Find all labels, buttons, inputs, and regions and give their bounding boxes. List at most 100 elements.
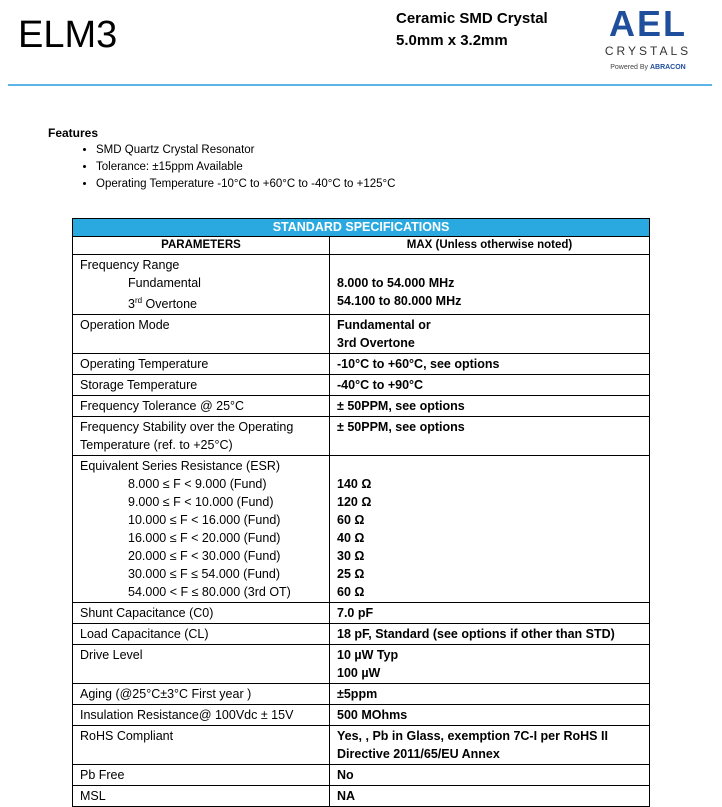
parameter-cell: Storage Temperature xyxy=(72,374,330,397)
value-cell: Fundamental or 3rd Overtone xyxy=(329,314,650,355)
header-divider xyxy=(8,84,712,86)
parameter-text: Pb Free xyxy=(80,768,125,783)
feature-item: Tolerance: ±15ppm Available xyxy=(96,159,395,176)
parameter-text: RoHS Compliant xyxy=(80,729,174,744)
value-text: -40°C to +90°C xyxy=(337,378,424,393)
value-text: 8.000 to 54.000 MHz xyxy=(337,276,455,290)
parameter-text: Equivalent Series Resistance (ESR) xyxy=(80,459,281,474)
parameter-cell: Load Capacitance (CL) xyxy=(72,623,330,646)
parameter-text: Insulation Resistance@ 100Vdc ± 15V xyxy=(80,708,294,723)
parameter-text: Fundamental xyxy=(128,276,201,290)
parameter-text: 16.000 ≤ F < 20.000 (Fund) xyxy=(128,531,281,546)
value-cell: 8.000 to 54.000 MHz 54.100 to 80.000 MHz xyxy=(329,253,650,316)
value-cell: 18 pF, Standard (see options if other th… xyxy=(329,623,650,646)
parameter-cell: Equivalent Series Resistance (ESR) 8.000 … xyxy=(72,455,330,604)
value-text xyxy=(337,457,642,475)
features-section: Features SMD Quartz Crystal ResonatorTol… xyxy=(48,126,395,193)
parameter-text: Operating Temperature xyxy=(80,357,209,372)
parameter-text: Shunt Capacitance (C0) xyxy=(80,606,214,621)
parameter-text: 9.000 ≤ F < 10.000 (Fund) xyxy=(128,495,274,510)
col-max: MAX (Unless otherwise noted) xyxy=(329,236,650,255)
table-row: Pb Free No xyxy=(72,764,650,787)
value-text: 60 Ω xyxy=(337,585,365,600)
parameter-cell: Frequency Stability over the Operating Te… xyxy=(72,416,330,457)
value-text: NA xyxy=(337,789,356,804)
parameter-text: 54.000 < F ≤ 80.000 (3rd OT) xyxy=(128,585,291,600)
parameter-cell: Shunt Capacitance (C0) xyxy=(72,602,330,625)
logo-powered: Powered By ABRACON xyxy=(588,64,708,71)
parameter-text: Aging (@25°C±3°C First year ) xyxy=(80,687,252,702)
value-cell: ±5ppm xyxy=(329,683,650,706)
value-cell: -40°C to +90°C xyxy=(329,374,650,397)
value-text: ± 50PPM, see options xyxy=(337,399,465,414)
value-text: 500 MOhms xyxy=(337,708,408,723)
parameter-text: 10.000 ≤ F < 16.000 (Fund) xyxy=(128,513,281,528)
value-text xyxy=(337,256,642,274)
feature-item: Operating Temperature -10°C to +60°C to … xyxy=(96,176,395,193)
table-row: Frequency Range Fundamental 3rd Overtone 8… xyxy=(72,253,650,316)
logo-sub: CRYSTALS xyxy=(604,44,692,58)
value-text: 10 µW Typ xyxy=(337,648,399,663)
parameter-cell: Drive Level xyxy=(72,644,330,685)
value-text: -10°C to +60°C, see options xyxy=(337,357,500,372)
value-text: ± 50PPM, see options xyxy=(337,420,465,435)
table-row: MSL NA xyxy=(72,785,650,807)
value-text: Fundamental or xyxy=(337,318,431,333)
parameter-text: Frequency Range xyxy=(80,258,180,272)
value-text: Directive 2011/65/EU Annex xyxy=(337,747,500,762)
powered-by: Powered By xyxy=(610,64,648,71)
table-row: Drive Level 10 µW Typ 100 µW xyxy=(72,644,650,685)
value-cell: 7.0 pF xyxy=(329,602,650,625)
parameter-cell: Operation Mode xyxy=(72,314,330,355)
parameter-text: Drive Level xyxy=(80,648,143,663)
parameter-text: MSL xyxy=(80,789,106,804)
value-cell: 500 MOhms xyxy=(329,704,650,727)
ael-logo: AEL CRYSTALS Powered By ABRACON xyxy=(588,3,708,72)
logo-main: AEL xyxy=(609,3,687,44)
value-cell: ± 50PPM, see options xyxy=(329,416,650,457)
features-heading: Features xyxy=(48,126,99,140)
parameter-text: 8.000 ≤ F < 9.000 (Fund) xyxy=(128,477,267,492)
value-text: Yes, , Pb in Glass, exemption 7C-I per R… xyxy=(337,729,608,744)
brand: ABRACON xyxy=(649,64,686,71)
table-row: Load Capacitance (CL) 18 pF, Standard (se… xyxy=(72,623,650,646)
value-text: 25 Ω xyxy=(337,567,365,582)
parameter-cell: Operating Temperature xyxy=(72,353,330,376)
value-text: 18 pF, Standard (see options if other th… xyxy=(337,627,615,642)
value-cell: 140 Ω 120 Ω 60 Ω 40 Ω 30 Ω 25 Ω 60 Ω xyxy=(329,455,650,604)
value-cell: NA xyxy=(329,785,650,807)
col-parameters: PARAMETERS xyxy=(72,236,330,255)
table-row: Frequency Stability over the Operating Te… xyxy=(72,416,650,457)
table-row: Aging (@25°C±3°C First year ) ±5ppm xyxy=(72,683,650,706)
product-subtitle: Ceramic SMD Crystal 5.0mm x 3.2mm xyxy=(396,8,548,52)
value-text: 140 Ω xyxy=(337,477,372,492)
parameter-text: Load Capacitance (CL) xyxy=(80,627,209,642)
value-cell: No xyxy=(329,764,650,787)
value-text: 30 Ω xyxy=(337,549,365,564)
feature-item: SMD Quartz Crystal Resonator xyxy=(96,142,395,159)
value-text: 100 µW xyxy=(337,666,381,681)
value-cell: 10 µW Typ 100 µW xyxy=(329,644,650,685)
table-row: Insulation Resistance@ 100Vdc ± 15V 500 M… xyxy=(72,704,650,727)
table-row: Storage Temperature -40°C to +90°C xyxy=(72,374,650,397)
table-row: Equivalent Series Resistance (ESR) 8.000 … xyxy=(72,455,650,604)
value-cell: -10°C to +60°C, see options xyxy=(329,353,650,376)
subtitle-line-1: Ceramic SMD Crystal xyxy=(396,10,548,27)
parameter-cell: Insulation Resistance@ 100Vdc ± 15V xyxy=(72,704,330,727)
parameter-text: Storage Temperature xyxy=(80,378,198,393)
product-title: ELM3 xyxy=(18,14,118,56)
table-row: Frequency Tolerance @ 25°C ± 50PPM, see o… xyxy=(72,395,650,418)
parameter-cell: Frequency Range Fundamental 3rd Overtone xyxy=(72,253,330,316)
parameter-cell: RoHS Compliant xyxy=(72,725,330,766)
value-text: 60 Ω xyxy=(337,513,365,528)
value-text: 3rd Overtone xyxy=(337,336,415,351)
table-title: STANDARD SPECIFICATIONS xyxy=(72,218,650,237)
value-cell: ± 50PPM, see options xyxy=(329,395,650,418)
value-cell: Yes, , Pb in Glass, exemption 7C-I per R… xyxy=(329,725,650,766)
parameter-text: Frequency Stability over the Operating xyxy=(80,420,294,435)
table-row: Shunt Capacitance (C0) 7.0 pF xyxy=(72,602,650,625)
table-row: Operating Temperature -10°C to +60°C, see… xyxy=(72,353,650,376)
value-text: 54.100 to 80.000 MHz xyxy=(337,294,462,308)
parameter-text: 20.000 ≤ F < 30.000 (Fund) xyxy=(128,549,281,564)
parameter-text: 30.000 ≤ F ≤ 54.000 (Fund) xyxy=(128,567,281,582)
